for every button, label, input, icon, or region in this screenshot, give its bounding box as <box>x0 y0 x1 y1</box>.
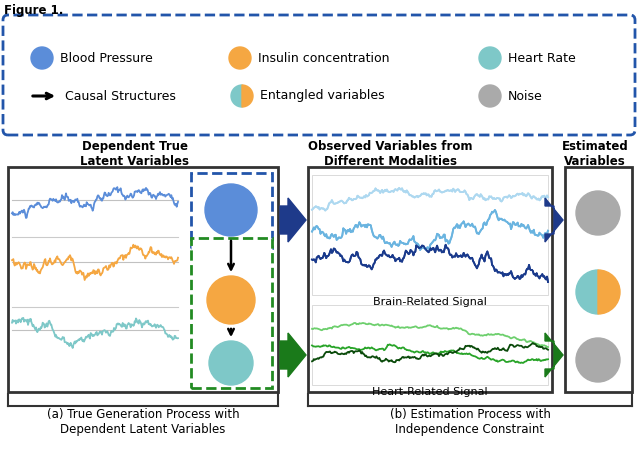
Text: Insulin concentration: Insulin concentration <box>258 51 390 65</box>
Circle shape <box>479 47 501 69</box>
Text: (a) True Generation Process with
Dependent Latent Variables: (a) True Generation Process with Depende… <box>47 408 239 436</box>
Circle shape <box>209 341 253 385</box>
FancyBboxPatch shape <box>191 238 272 388</box>
FancyBboxPatch shape <box>8 167 278 392</box>
Circle shape <box>31 47 53 69</box>
Text: Dependent True
Latent Variables: Dependent True Latent Variables <box>81 140 189 168</box>
FancyBboxPatch shape <box>3 15 635 135</box>
Circle shape <box>207 276 255 324</box>
Circle shape <box>576 338 620 382</box>
FancyArrow shape <box>545 198 563 242</box>
Text: Observed Variables from
Different Modalities: Observed Variables from Different Modali… <box>308 140 472 168</box>
FancyBboxPatch shape <box>312 305 548 385</box>
FancyArrow shape <box>280 198 306 242</box>
Wedge shape <box>598 270 620 314</box>
Text: Noise: Noise <box>508 90 543 103</box>
FancyBboxPatch shape <box>565 167 632 392</box>
Text: Entangled variables: Entangled variables <box>260 90 385 103</box>
Text: Brain-Related Signal: Brain-Related Signal <box>373 297 487 307</box>
Wedge shape <box>576 270 598 314</box>
FancyArrow shape <box>545 333 563 377</box>
FancyBboxPatch shape <box>312 175 548 295</box>
Text: Estimated
Variables: Estimated Variables <box>562 140 628 168</box>
Text: Heart-Related Signal: Heart-Related Signal <box>372 387 488 397</box>
Circle shape <box>229 47 251 69</box>
FancyBboxPatch shape <box>191 173 272 248</box>
FancyArrow shape <box>280 333 306 377</box>
Text: Blood Pressure: Blood Pressure <box>60 51 153 65</box>
Text: (b) Estimation Process with
Independence Constraint: (b) Estimation Process with Independence… <box>390 408 550 436</box>
Circle shape <box>576 191 620 235</box>
Circle shape <box>479 85 501 107</box>
Text: Causal Structures: Causal Structures <box>65 90 176 103</box>
Wedge shape <box>231 85 242 107</box>
Circle shape <box>205 184 257 236</box>
FancyBboxPatch shape <box>308 167 552 392</box>
Text: Figure 1.: Figure 1. <box>4 4 63 17</box>
Text: Heart Rate: Heart Rate <box>508 51 576 65</box>
Wedge shape <box>242 85 253 107</box>
